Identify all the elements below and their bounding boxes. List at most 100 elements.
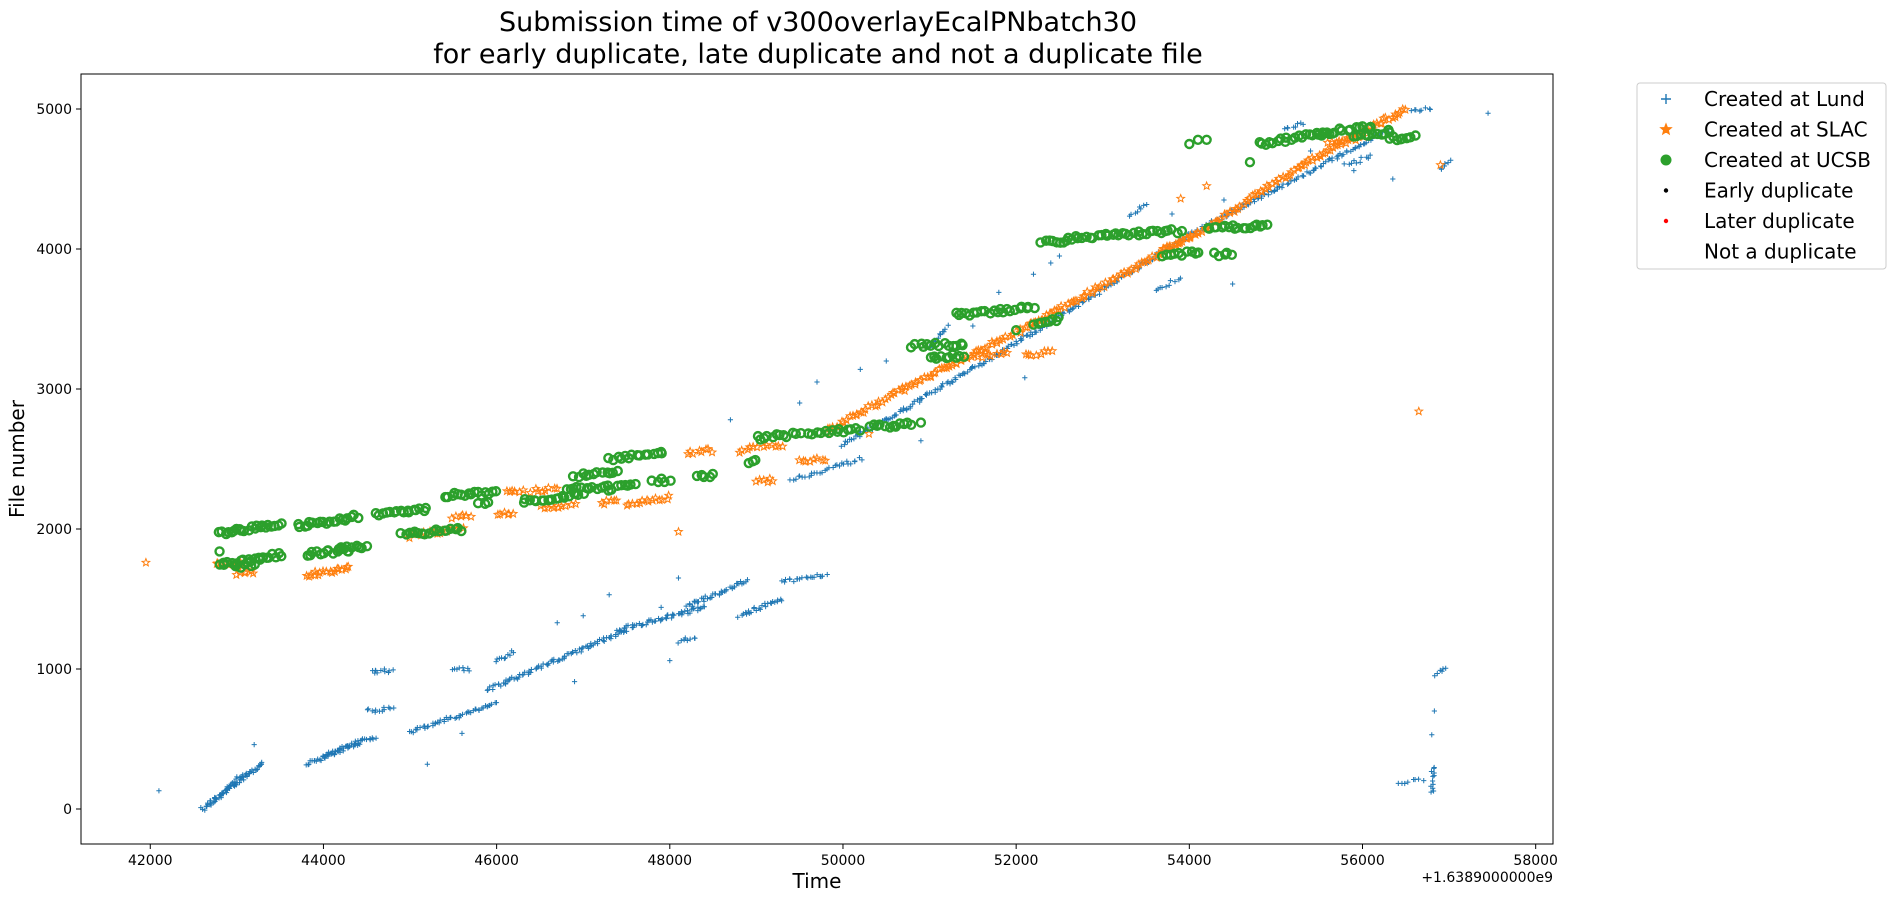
data-point-plus xyxy=(528,666,534,673)
data-point-plus xyxy=(339,744,345,750)
data-point-star xyxy=(1087,286,1098,296)
data-point-circle xyxy=(607,467,618,478)
data-point-plus xyxy=(390,667,396,673)
chart-title-line-1: Submission time of v300overlayEcalPNbatc… xyxy=(499,7,1137,38)
data-point-plus xyxy=(687,601,693,607)
data-point-plus xyxy=(425,723,431,729)
data-point-plus xyxy=(1428,789,1434,795)
data-point-plus xyxy=(1448,157,1454,163)
data-point-circle xyxy=(1280,136,1291,148)
data-point-star xyxy=(1244,193,1255,204)
data-point-circle xyxy=(1016,301,1027,313)
data-point-star xyxy=(663,490,674,500)
data-point-star xyxy=(1376,118,1387,128)
data-point-star xyxy=(754,474,765,485)
data-point-star xyxy=(1312,152,1323,163)
data-point-plus xyxy=(1402,780,1408,787)
data-point-star xyxy=(811,452,823,463)
data-point-plus xyxy=(697,606,703,612)
data-point-circle xyxy=(395,528,406,539)
data-point-circle xyxy=(707,468,718,480)
data-point-plus xyxy=(211,799,217,805)
data-point-plus xyxy=(844,458,850,464)
data-point-circle xyxy=(490,486,502,497)
data-point-plus xyxy=(240,772,246,778)
data-point-circle xyxy=(761,430,772,442)
data-point-star xyxy=(1093,283,1104,293)
data-point-circle xyxy=(361,540,373,552)
y-tick-label: 0 xyxy=(63,802,72,818)
data-point-circle xyxy=(561,484,573,495)
data-point-circle xyxy=(567,471,579,482)
data-point-plus xyxy=(606,592,612,598)
data-point-plus xyxy=(716,591,723,597)
data-point-plus xyxy=(373,707,379,713)
data-point-plus xyxy=(799,575,805,581)
legend-marker-plus xyxy=(1661,94,1671,104)
data-point-plus xyxy=(1280,181,1286,187)
data-point-plus xyxy=(893,412,899,418)
data-point-plus xyxy=(953,376,959,383)
data-point-plus xyxy=(1251,199,1258,205)
data-point-plus xyxy=(819,470,825,476)
data-point-circle xyxy=(646,475,657,486)
data-point-plus xyxy=(852,458,858,464)
data-point-circle xyxy=(1244,156,1256,168)
data-point-plus xyxy=(727,417,734,423)
legend-marker-dot xyxy=(1663,188,1669,193)
data-point-plus xyxy=(424,724,431,730)
data-point-circle xyxy=(616,480,627,491)
data-point-plus xyxy=(695,599,702,605)
data-point-circle xyxy=(306,546,317,558)
plot-frame xyxy=(80,73,1554,845)
data-point-plus xyxy=(1128,211,1134,217)
data-point-circle xyxy=(642,449,654,460)
data-point-star xyxy=(650,492,661,503)
data-point-circle xyxy=(420,502,431,514)
data-point-plus xyxy=(459,730,465,736)
data-point-plus xyxy=(410,730,416,736)
data-point-star xyxy=(736,445,747,455)
data-point-circle xyxy=(958,351,970,362)
data-point-circle xyxy=(845,424,856,435)
data-point-plus xyxy=(386,668,392,674)
data-point-plus xyxy=(1318,163,1324,170)
data-point-star xyxy=(900,381,912,391)
data-point-plus xyxy=(1415,776,1422,782)
data-point-star xyxy=(553,502,564,513)
data-point-plus xyxy=(576,646,583,652)
data-point-plus xyxy=(459,711,466,717)
data-point-plus xyxy=(1421,778,1427,784)
data-point-circle xyxy=(1226,249,1237,261)
data-point-plus xyxy=(1439,668,1445,674)
data-point-star xyxy=(539,502,550,513)
data-point-plus xyxy=(1013,338,1019,344)
data-point-plus xyxy=(1272,187,1278,194)
data-point-plus xyxy=(691,635,698,641)
data-point-circle xyxy=(414,503,425,514)
data-point-plus xyxy=(1163,284,1169,290)
data-point-plus xyxy=(513,675,519,681)
data-point-plus xyxy=(1365,155,1371,161)
data-point-plus xyxy=(848,437,855,443)
data-point-plus xyxy=(814,379,820,385)
data-point-circle xyxy=(665,475,676,486)
data-point-plus xyxy=(643,622,649,628)
x-tick-label: 46000 xyxy=(474,853,519,869)
data-point-plus xyxy=(675,575,682,581)
data-point-circle xyxy=(790,428,802,440)
data-point-plus xyxy=(937,331,943,337)
data-point-plus xyxy=(942,326,948,332)
data-point-star xyxy=(518,484,529,495)
data-point-plus xyxy=(918,438,924,444)
data-point-circle xyxy=(346,511,357,523)
data-point-plus xyxy=(1167,277,1174,284)
data-point-star xyxy=(537,486,548,497)
data-point-circle xyxy=(1367,128,1378,140)
data-point-plus xyxy=(945,322,951,328)
data-point-circle xyxy=(249,559,260,570)
data-point-plus xyxy=(824,571,830,578)
data-point-plus xyxy=(859,457,865,463)
data-point-plus xyxy=(487,684,493,690)
data-point-plus xyxy=(1288,178,1294,184)
